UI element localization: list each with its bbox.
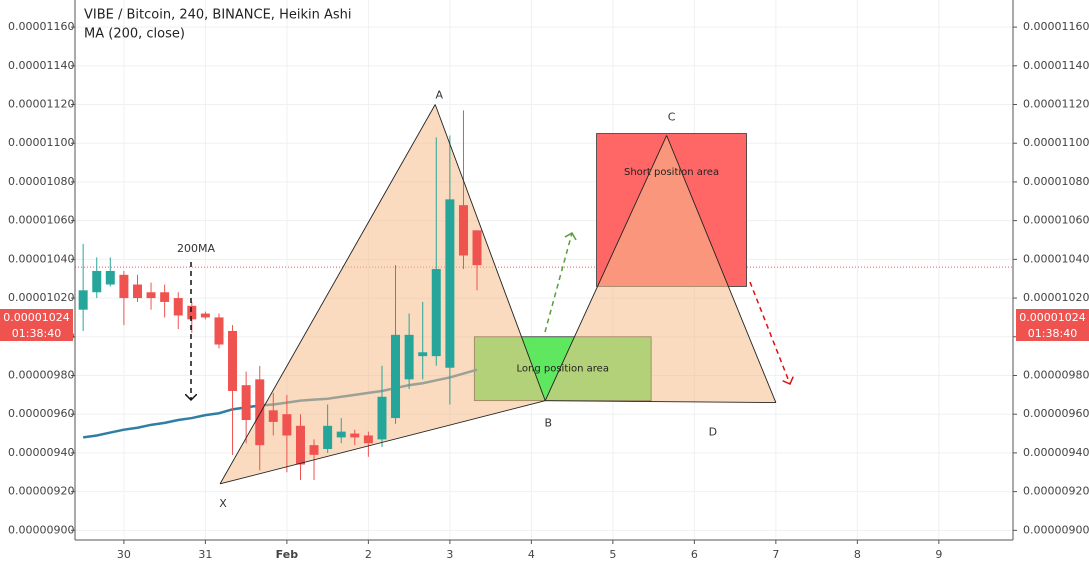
annotation: 200MA: [177, 242, 215, 255]
pattern-line: [219, 104, 436, 485]
zone-label: Short position area: [624, 167, 719, 178]
y-tick-label: 0.00001120: [8, 98, 74, 111]
x-tick-label: 31: [198, 548, 212, 561]
pattern-line: [219, 400, 546, 485]
price-tag: 0.00001024: [3, 311, 69, 324]
candle-body: [92, 270, 102, 293]
y-tick-label: 0.00001100: [1023, 136, 1089, 149]
candle-body: [241, 385, 251, 420]
grid: 0.00000900 0.00000900 0.00000920 0.00000920…: [8, 0, 1089, 561]
candle-body: [268, 410, 278, 422]
pattern-label: A: [435, 89, 443, 102]
candle-body: [133, 284, 143, 299]
y-tick-label: 0.00001020: [8, 291, 74, 304]
indicator-name: MA (200, close): [84, 27, 185, 42]
candle-body: [255, 379, 265, 446]
candle-body: [472, 230, 482, 266]
y-tick-label: 0.00000920: [8, 485, 74, 498]
pattern-label: B: [544, 417, 552, 430]
candle-body: [404, 334, 414, 380]
x-tick-label: 9: [935, 548, 942, 561]
pattern-line: [545, 400, 776, 404]
arrow-down: [749, 281, 790, 384]
candle-body: [228, 330, 238, 391]
candle-body: [458, 205, 468, 256]
x-tick-label: 7: [772, 548, 779, 561]
pattern-line: [666, 135, 777, 403]
chart-title: VIBE / Bitcoin, 240, BINANCE, Heikin Ash…: [84, 8, 352, 23]
y-tick-label: 0.00001140: [1023, 59, 1089, 72]
x-tick-label: 6: [691, 548, 698, 561]
candle-body: [173, 298, 183, 316]
x-tick-label: 4: [528, 548, 535, 561]
y-tick-label: 0.00001160: [8, 20, 74, 33]
y-tick-label: 0.00001120: [1023, 98, 1089, 111]
candle-body: [200, 313, 210, 318]
y-tick-label: 0.00001040: [1023, 252, 1089, 265]
x-tick-label: 8: [854, 548, 861, 561]
price-tag-bg: [1016, 309, 1089, 341]
x-tick-label: 5: [609, 548, 616, 561]
y-tick-label: 0.00000940: [8, 446, 74, 459]
candle-body: [214, 317, 224, 345]
pattern-line: [434, 104, 546, 401]
countdown: 01:38:40: [12, 327, 61, 340]
candle-body: [431, 269, 441, 357]
candle-body: [350, 433, 360, 438]
y-tick-label: 0.00001060: [8, 214, 74, 227]
candle-body: [282, 414, 292, 436]
candle-body: [363, 435, 373, 444]
y-tick-label: 0.00001140: [8, 59, 74, 72]
candle-body: [146, 292, 156, 299]
candle-body: [187, 305, 197, 320]
x-tick-label: 30: [117, 548, 131, 561]
y-tick-label: 0.00001080: [8, 175, 74, 188]
candle-body: [445, 199, 455, 368]
x-tick-label: 3: [446, 548, 453, 561]
candle-body: [78, 290, 88, 310]
y-tick-label: 0.00001020: [1023, 291, 1089, 304]
y-tick-label: 0.00000920: [1023, 485, 1089, 498]
arrow-up: [544, 233, 572, 333]
x-tick-label: 2: [365, 548, 372, 561]
y-tick-label: 0.00001060: [1023, 214, 1089, 227]
candle-body: [309, 445, 319, 455]
pattern-fill: [545, 135, 776, 403]
candle-body: [336, 431, 346, 438]
pattern-label: C: [668, 110, 676, 123]
y-tick-label: 0.00001100: [8, 136, 74, 149]
x-tick-label: Feb: [276, 548, 299, 561]
pattern-label: X: [219, 497, 227, 510]
countdown: 01:38:40: [1028, 327, 1077, 340]
candle-body: [119, 274, 129, 299]
candle-body: [160, 292, 170, 302]
price-tag: 0.00001024: [1019, 311, 1085, 324]
candle-body: [105, 270, 115, 285]
y-tick-label: 0.00000940: [1023, 446, 1089, 459]
y-tick-label: 0.00000960: [8, 407, 74, 420]
y-tick-label: 0.00000900: [1023, 523, 1089, 536]
pattern-label: D: [709, 426, 717, 439]
y-tick-label: 0.00000980: [8, 368, 74, 381]
candle-body: [295, 425, 305, 465]
y-tick-label: 0.00001040: [8, 252, 74, 265]
y-tick-label: 0.00000900: [8, 523, 74, 536]
y-tick-label: 0.00000960: [1023, 407, 1089, 420]
y-tick-label: 0.00000980: [1023, 368, 1089, 381]
candle-body: [323, 425, 333, 450]
price-tag-bg: [0, 309, 73, 341]
candle-body: [391, 334, 401, 419]
overlay: 0.00001024 01:38:40 0.00001024 01:38:40 Long…: [0, 89, 1089, 510]
candle-body: [418, 352, 428, 357]
y-tick-label: 0.00001080: [1023, 175, 1089, 188]
zone-label: Long position area: [517, 364, 609, 375]
candle-body: [377, 396, 387, 440]
y-tick-label: 0.00001160: [1023, 20, 1089, 33]
pattern-line: [544, 135, 668, 401]
